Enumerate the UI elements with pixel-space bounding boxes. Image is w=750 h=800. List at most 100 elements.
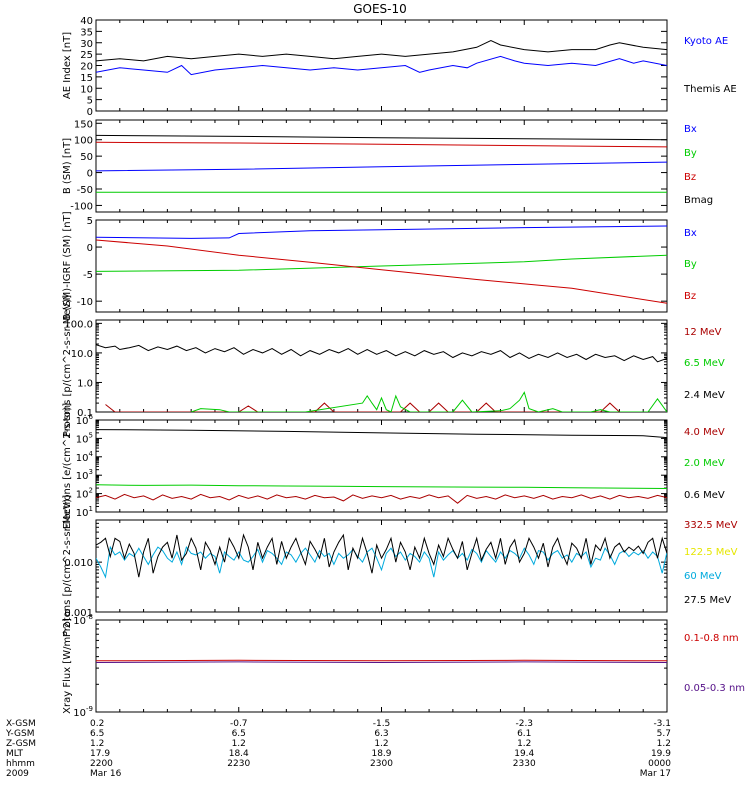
series-line-bx [96,225,667,239]
y-tick-label: 35 [80,27,93,38]
panel-frame [95,119,668,213]
legend-332-5-mev: 332.5 MeV [684,520,738,531]
ephemeris-value: -0.7 [230,719,248,729]
y-tick-label: 20 [80,62,93,73]
y-tick-label: 106 [76,413,94,427]
y-tick-label: 5 [87,216,93,227]
y-tick-label: 0.1 [77,408,93,419]
ephemeris-value: 2200 [90,759,113,769]
series-line-0-6-mev [96,429,667,439]
y-tick-label: 5 [87,96,93,107]
legend-by: By [684,259,697,270]
ephemeris-row-label: Z-GSM [6,739,36,749]
y-tick-label: -10 [77,297,93,308]
ephemeris-value: 1.2 [517,739,531,749]
y-tick-label: 100 [74,136,93,147]
series-line-bz [96,239,667,304]
panel-frame [95,519,668,613]
y-tick-label: 100.0 [64,319,93,330]
panel-frame [95,619,668,713]
legend-0-1-0-8-nm: 0.1-0.8 nm [684,633,739,644]
ephemeris-value: 1.2 [90,739,104,749]
ephemeris-value: -2.3 [515,719,533,729]
series-line-2-0-mev [96,484,667,489]
y-tick-label: 104 [76,450,94,464]
y-axis-label: Protons [p/(cm^2-s-sr-MeV)] [62,295,73,437]
ephemeris-value: 19.9 [651,749,671,759]
series-line-bx [96,161,667,172]
y-axis-label: B (SM) [nT] [62,138,73,194]
ephemeris-row-label: hhmm [6,759,35,769]
ephemeris-row-label: MLT [6,749,24,759]
legend-bz: Bz [684,291,696,302]
ephemeris-value: 0.2 [90,719,104,729]
legend-bmag: Bmag [684,195,713,206]
legend-0-05-0-3-nm: 0.05-0.3 nm [684,683,745,694]
y-axis-label: Electrons [e/(cm^2-s-sr)] [62,403,73,529]
series-line-by [96,254,667,272]
y-tick-label: 40 [80,16,93,27]
y-tick-label: 0.001 [64,608,93,619]
legend-themis-ae: Themis AE [683,84,737,95]
legend-60-mev: 60 MeV [684,571,722,582]
legend-4-0-mev: 4.0 MeV [684,427,725,438]
ephemeris-row-label: X-GSM [6,719,36,729]
ephemeris-value: 6.5 [232,729,246,739]
y-tick-label: 10-9 [73,705,93,719]
y-tick-label: 105 [76,431,93,445]
series-line-bmag [96,134,667,141]
legend-27-5-mev: 27.5 MeV [684,595,731,606]
y-tick-label: -50 [77,185,93,196]
series-line-27-5-mev [96,533,667,578]
ephemeris-value: 17.9 [90,749,110,759]
y-axis-label: Xray Flux [W/m^2] [62,618,73,714]
y-axis-label: Protons [p/(cm^2-s-sr-MeV)] [62,495,73,637]
y-tick-label: 15 [80,73,93,84]
series-line-2-4-mev [96,344,667,363]
legend-bz: Bz [684,172,696,183]
legend-12-mev: 12 MeV [684,327,722,338]
y-tick-label: 10 [80,84,93,95]
y-tick-label: 102 [76,487,93,501]
ephemeris-value: 5.7 [657,729,671,739]
ephemeris-value: Mar 17 [640,769,671,779]
ephemeris-row-label: Y-GSM [5,729,34,739]
y-tick-label: -5 [83,270,93,281]
legend-bx: Bx [684,228,697,239]
ephemeris-value: 1.2 [232,739,246,749]
y-tick-label: 150 [74,119,93,130]
legend-6-5-mev: 6.5 MeV [684,358,725,369]
series-line-6-5-mev [191,391,667,412]
ephemeris-value: Mar 16 [90,769,122,779]
ephemeris-value: -1.5 [373,719,391,729]
legend-2-0-mev: 2.0 MeV [684,458,725,469]
ephemeris-value: 18.9 [371,749,391,759]
y-tick-label: 0 [87,107,93,118]
ephemeris-table: X-GSMY-GSMZ-GSMMLThhmm20090.26.51.217.92… [5,719,671,779]
series-line-60-mev [96,545,667,579]
ephemeris-value: 2300 [370,759,393,769]
y-tick-label: 0.010 [64,558,93,569]
legend-0-6-mev: 0.6 MeV [684,490,725,501]
y-tick-label: -100 [70,201,93,212]
y-tick-label: 10.0 [71,349,93,360]
series-line-12-mev [105,402,620,412]
series-line-4-0-mev [96,493,667,504]
ephemeris-value: 2230 [227,759,250,769]
y-axis-label: AE Index [nT] [62,32,73,99]
chart-title: GOES-10 [353,2,407,16]
ephemeris-value: 6.5 [90,729,104,739]
y-tick-label: 50 [80,152,93,163]
ephemeris-value: 19.4 [514,749,534,759]
y-tick-label: 30 [80,39,93,50]
ephemeris-row-label: 2009 [6,769,29,779]
ephemeris-value: 0000 [648,759,671,769]
ephemeris-value: 1.2 [657,739,671,749]
